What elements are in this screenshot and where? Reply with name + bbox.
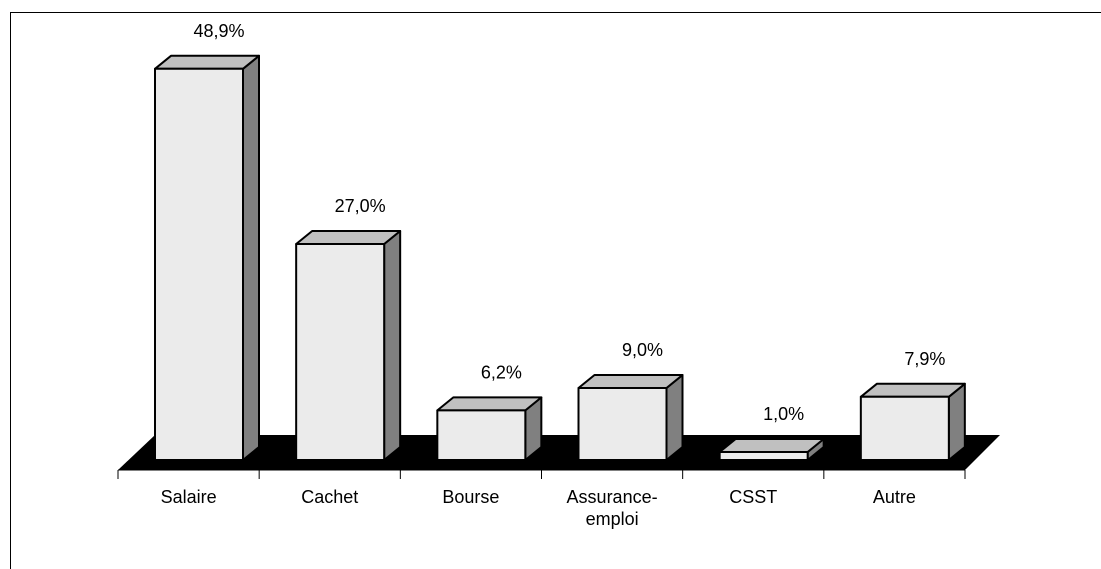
bar-top xyxy=(154,54,260,70)
x-tick-label: Autre xyxy=(872,487,916,507)
x-tick-label: Assurance-emploi xyxy=(566,487,658,529)
bar xyxy=(295,230,402,461)
data-label: 9,0% xyxy=(622,340,663,360)
bar xyxy=(436,396,543,461)
chart-frame xyxy=(10,12,1101,569)
bar xyxy=(577,374,684,461)
bar-front xyxy=(295,243,386,461)
bar xyxy=(154,54,260,461)
bar-top xyxy=(577,374,684,389)
bar-top xyxy=(859,382,966,398)
bar-side xyxy=(665,374,684,461)
x-tick-label: CSST xyxy=(729,487,778,507)
bar xyxy=(718,438,825,461)
x-tick-label: Salaire xyxy=(160,487,217,507)
data-label: 48,9% xyxy=(193,21,244,41)
x-tick-label: Bourse xyxy=(442,487,500,507)
bar-top xyxy=(718,438,825,453)
bar-side xyxy=(383,230,402,461)
bar-front xyxy=(718,451,809,461)
data-label: 27,0% xyxy=(335,196,386,216)
bar xyxy=(859,382,966,461)
bar-front xyxy=(436,409,527,461)
data-label: 6,2% xyxy=(481,362,522,382)
x-tick-label: Cachet xyxy=(301,487,359,507)
data-label: 7,9% xyxy=(904,349,945,369)
bar-side xyxy=(242,54,260,461)
bar-top xyxy=(436,396,543,412)
bar-front xyxy=(859,395,950,461)
bar-front xyxy=(577,387,668,461)
bar-front xyxy=(154,67,244,461)
bar-top xyxy=(295,230,402,245)
data-label: 1,0% xyxy=(763,404,804,424)
